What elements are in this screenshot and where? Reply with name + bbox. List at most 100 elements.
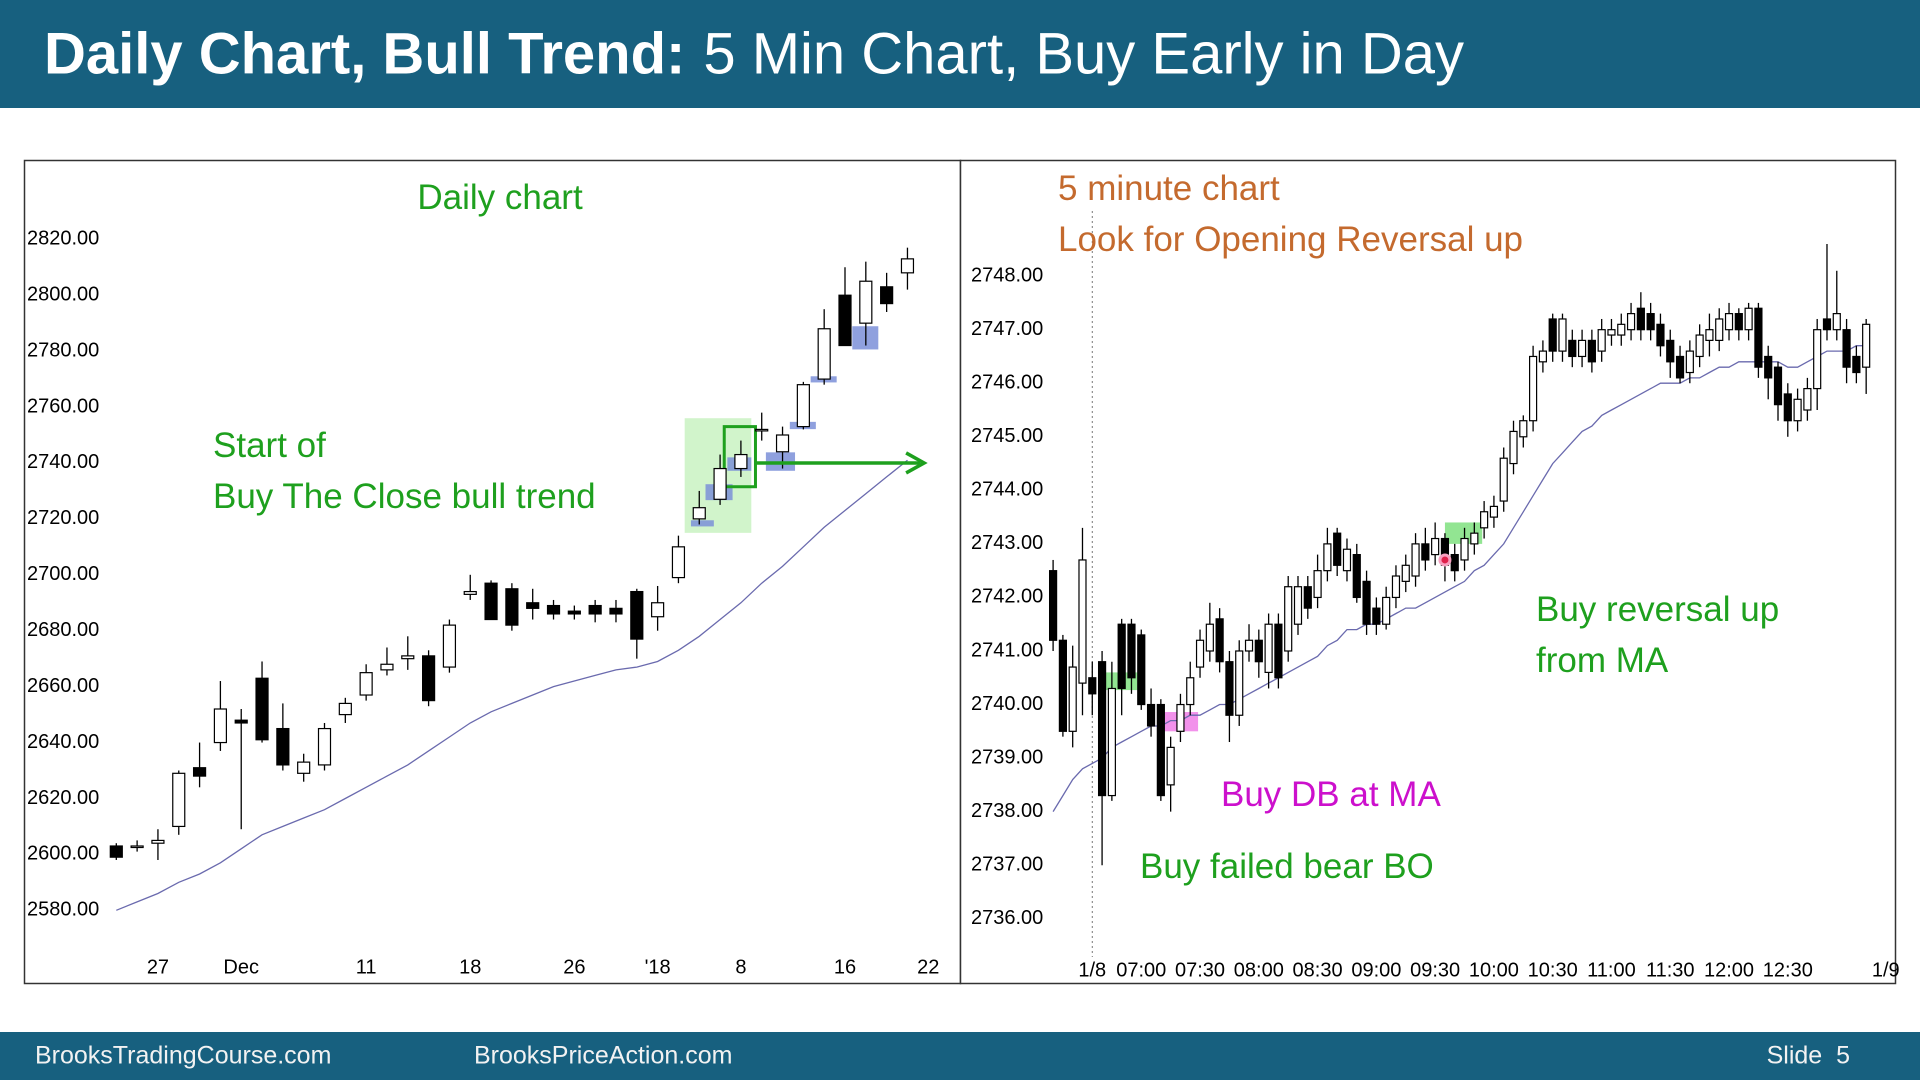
candle-body	[588, 604, 602, 615]
y-tick-label: 2620.00	[27, 787, 99, 809]
candle-body	[1764, 355, 1773, 379]
candle-body	[1470, 532, 1479, 545]
y-tick-label: 2760.00	[27, 395, 99, 417]
candle-body	[1832, 313, 1841, 331]
candle-body	[1754, 307, 1763, 368]
candle-body	[1146, 703, 1156, 727]
y-tick-label: 2740.00	[27, 451, 99, 473]
y-tick-label: 2744.00	[971, 479, 1043, 501]
candle-body	[1156, 703, 1165, 797]
annotation: 5 minute chart	[1058, 169, 1280, 208]
x-tick-label: 10:30	[1528, 959, 1578, 981]
candle-body	[546, 604, 561, 615]
candle-body	[859, 280, 873, 324]
footer-right: Slide 5	[1766, 1041, 1850, 1070]
candle-body	[505, 588, 519, 626]
annotation: Start of	[213, 426, 326, 465]
candle-body	[255, 677, 269, 741]
candle-body	[1675, 355, 1685, 379]
x-tick-label: 11:30	[1646, 959, 1695, 981]
y-tick-label: 2736.00	[971, 907, 1043, 929]
candle-body	[1421, 543, 1430, 561]
candle-body	[1342, 548, 1352, 572]
candle-body	[1705, 329, 1714, 341]
candle-body	[276, 727, 290, 766]
candle-body	[1499, 457, 1508, 502]
y-tick-label: 2742.00	[971, 586, 1043, 608]
candle-body	[359, 672, 373, 696]
candle-body	[1568, 339, 1577, 358]
candle-body	[1715, 318, 1724, 341]
candle-body	[1225, 661, 1234, 716]
y-tick-label: 2800.00	[27, 283, 99, 305]
highlight	[722, 425, 757, 489]
x-tick-label: 22	[917, 956, 939, 978]
x-tick-label: 07:00	[1116, 959, 1166, 981]
candle-body	[796, 384, 810, 428]
x-tick-label: 27	[147, 956, 169, 978]
x-tick-label: 10:00	[1469, 959, 1519, 981]
candle-body	[692, 507, 706, 520]
candle-body	[1088, 677, 1097, 695]
x-tick-label: 12:00	[1704, 959, 1754, 981]
candle-body	[1235, 650, 1244, 716]
x-tick-label: 12:30	[1763, 959, 1813, 981]
candle-body	[1274, 623, 1283, 679]
candle-body	[1509, 430, 1518, 465]
candle-body	[1480, 511, 1489, 529]
candle-body	[1107, 687, 1116, 797]
candle-body	[1195, 639, 1205, 668]
candle-body	[1460, 537, 1469, 561]
y-tick-label: 2600.00	[27, 843, 99, 865]
candle-body	[651, 602, 665, 618]
candle-body	[401, 655, 415, 660]
x-tick-label: 18	[459, 956, 481, 978]
candle-body	[567, 610, 581, 615]
candle-body	[1166, 746, 1175, 786]
title-bold: Daily Chart, Bull Trend:	[44, 21, 686, 87]
candle-body	[713, 467, 727, 500]
candle-body	[109, 845, 123, 858]
x-tick-label: 8	[735, 956, 746, 978]
moving-average	[1052, 345, 1867, 812]
candle-body	[900, 258, 915, 274]
candle-body	[1078, 559, 1087, 684]
candle-body	[1842, 329, 1851, 368]
candle-body	[671, 546, 686, 579]
candle-body	[1626, 313, 1636, 331]
y-tick-label: 2743.00	[971, 532, 1043, 554]
candle-body	[1607, 329, 1616, 336]
y-tick-label: 2739.00	[971, 746, 1043, 768]
moving-average	[116, 459, 908, 911]
annotation: Buy The Close bull trend	[213, 477, 596, 516]
x-tick-label: 09:30	[1410, 959, 1460, 981]
candle-body	[192, 767, 207, 777]
candle-body	[1587, 339, 1596, 363]
annotation: Buy DB at MA	[1221, 775, 1441, 814]
y-tick-label: 2660.00	[27, 675, 99, 697]
candle-body	[817, 328, 831, 380]
y-tick-label: 2640.00	[27, 731, 99, 753]
candle-body	[1489, 505, 1499, 518]
intraday-frame	[959, 159, 1897, 985]
candle-body	[1656, 323, 1665, 347]
candle-body	[172, 772, 186, 828]
x-tick-label: 08:30	[1293, 959, 1343, 981]
x-tick-label: 08:00	[1234, 959, 1284, 981]
candle-body	[1450, 553, 1459, 572]
candle-body	[1205, 623, 1214, 652]
candle-body	[151, 839, 165, 844]
candle-body	[1176, 703, 1185, 732]
candle-body	[1529, 355, 1538, 422]
candle-body	[1617, 323, 1626, 336]
candle-body	[1264, 623, 1273, 674]
candle-body	[213, 708, 227, 744]
candle-body	[609, 607, 623, 615]
candle-body	[380, 663, 394, 671]
title-bar: Daily Chart, Bull Trend: 5 Min Chart, Buy…	[0, 0, 1920, 108]
candle-body	[1793, 398, 1802, 422]
candle-body	[630, 590, 644, 640]
y-tick-label: 2741.00	[971, 639, 1043, 661]
candle-body	[1284, 586, 1293, 652]
